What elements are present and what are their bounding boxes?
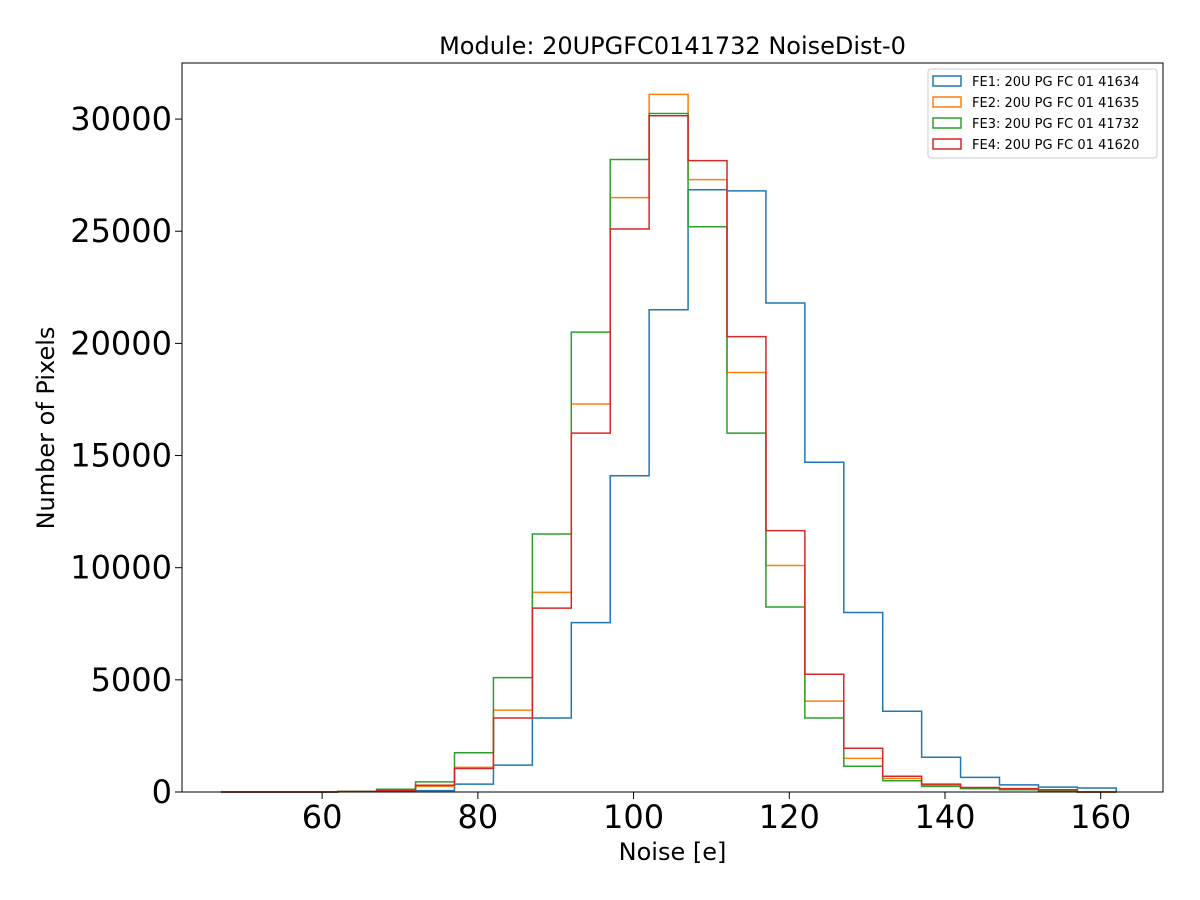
chart-title: Module: 20UPGFC0141732 NoiseDist-0 <box>439 32 906 60</box>
legend-label-fe1: FE1: 20U PG FC 01 41634 <box>972 75 1139 90</box>
y-tick-label: 30000 <box>70 100 172 138</box>
x-tick-label: 80 <box>457 798 498 836</box>
legend-swatch-fe2 <box>932 96 962 108</box>
legend-items: FE1: 20U PG FC 01 41634 FE2: 20U PG FC 01… <box>932 75 1139 153</box>
x-tick-label: 160 <box>1070 798 1131 836</box>
series-layer <box>220 93 1118 793</box>
legend-box <box>927 68 1158 159</box>
y-tick-label: 0 <box>152 773 172 811</box>
x-axis-ticks: 60 80 100 120 140 160 <box>302 792 1131 836</box>
legend-label-fe3: FE3: 20U PG FC 01 41732 <box>972 117 1139 132</box>
histogram-series-fe4 <box>220 114 1117 793</box>
x-tick-label: 120 <box>759 798 820 836</box>
legend: FE1: 20U PG FC 01 41634 FE2: 20U PG FC 01… <box>927 68 1158 159</box>
x-tick-label: 60 <box>302 798 343 836</box>
plot-frame <box>181 62 1164 793</box>
y-tick-label: 20000 <box>70 324 172 362</box>
y-tick-label: 5000 <box>91 661 172 699</box>
y-axis-label: Number of Pixels <box>32 327 60 530</box>
y-tick-label: 10000 <box>70 549 172 587</box>
legend-swatch-fe4 <box>932 138 962 150</box>
x-tick-label: 140 <box>914 798 975 836</box>
legend-swatch-fe1 <box>932 75 962 87</box>
legend-label-fe4: FE4: 20U PG FC 01 41620 <box>972 138 1139 153</box>
y-axis-ticks: 0 5000 10000 15000 20000 25000 30000 <box>70 100 182 811</box>
x-axis-label: Noise [e] <box>619 838 727 866</box>
x-tick-label: 100 <box>603 798 664 836</box>
legend-swatch-fe3 <box>932 117 962 129</box>
legend-label-fe2: FE2: 20U PG FC 01 41635 <box>972 96 1139 111</box>
y-tick-label: 15000 <box>70 437 172 475</box>
y-tick-label: 25000 <box>70 212 172 250</box>
